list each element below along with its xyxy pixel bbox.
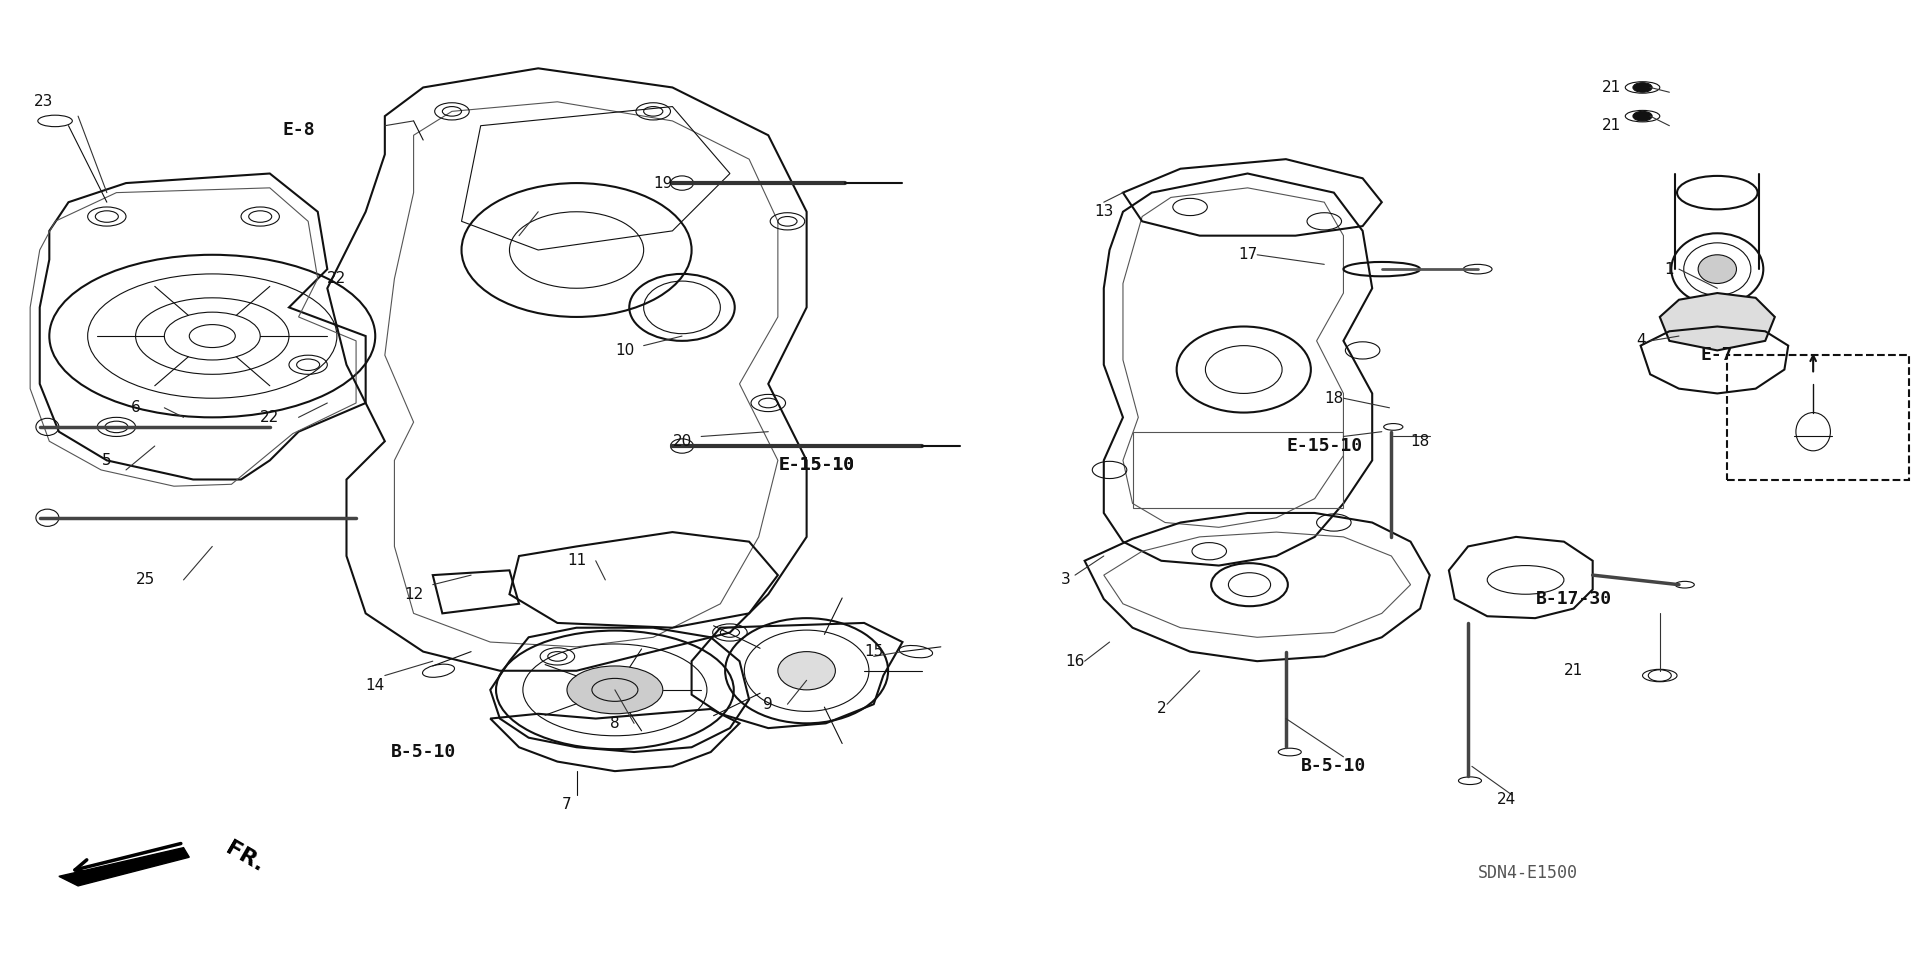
Ellipse shape — [778, 651, 835, 690]
Ellipse shape — [1697, 255, 1736, 284]
Text: 21: 21 — [1601, 118, 1622, 133]
Text: 18: 18 — [1325, 390, 1344, 406]
Text: 22: 22 — [326, 271, 346, 286]
Text: FR.: FR. — [223, 838, 267, 877]
Text: 11: 11 — [566, 553, 586, 569]
Text: 5: 5 — [102, 453, 111, 468]
Text: 9: 9 — [764, 696, 774, 712]
Text: 19: 19 — [653, 175, 672, 191]
Text: 10: 10 — [614, 343, 634, 358]
Text: SDN4-E1500: SDN4-E1500 — [1478, 864, 1578, 882]
Text: E-15-10: E-15-10 — [1286, 437, 1363, 455]
Text: 8: 8 — [611, 715, 620, 731]
Text: 6: 6 — [131, 400, 140, 415]
Circle shape — [566, 666, 662, 713]
Text: E-15-10: E-15-10 — [778, 456, 854, 474]
Text: 12: 12 — [403, 587, 422, 601]
Text: 21: 21 — [1601, 80, 1622, 95]
Text: 21: 21 — [1565, 664, 1584, 678]
Text: 4: 4 — [1636, 334, 1645, 348]
Text: 3: 3 — [1060, 573, 1069, 588]
Text: 24: 24 — [1498, 792, 1517, 807]
Text: 16: 16 — [1066, 654, 1085, 668]
Text: 13: 13 — [1094, 204, 1114, 220]
Text: 2: 2 — [1156, 701, 1165, 716]
Polygon shape — [1659, 293, 1774, 350]
Text: E-7: E-7 — [1701, 346, 1734, 364]
Text: 17: 17 — [1238, 247, 1258, 263]
Text: B-5-10: B-5-10 — [1302, 758, 1367, 776]
Text: E-15-10: E-15-10 — [778, 456, 854, 474]
Circle shape — [1632, 82, 1651, 92]
Text: 22: 22 — [261, 409, 280, 425]
Text: E-8: E-8 — [282, 122, 315, 139]
Bar — [1133, 432, 1344, 508]
Text: 25: 25 — [136, 573, 156, 588]
Polygon shape — [60, 848, 190, 886]
Text: 7: 7 — [563, 797, 572, 812]
Text: 23: 23 — [35, 94, 54, 109]
Circle shape — [1632, 111, 1651, 121]
Text: B-5-10: B-5-10 — [390, 743, 455, 761]
Text: 20: 20 — [672, 433, 691, 449]
Text: 18: 18 — [1411, 433, 1430, 449]
Bar — [1726, 355, 1908, 480]
Text: 1: 1 — [1665, 262, 1674, 276]
Text: 14: 14 — [365, 678, 384, 692]
Text: B-17-30: B-17-30 — [1536, 590, 1611, 608]
Text: 15: 15 — [864, 644, 883, 659]
